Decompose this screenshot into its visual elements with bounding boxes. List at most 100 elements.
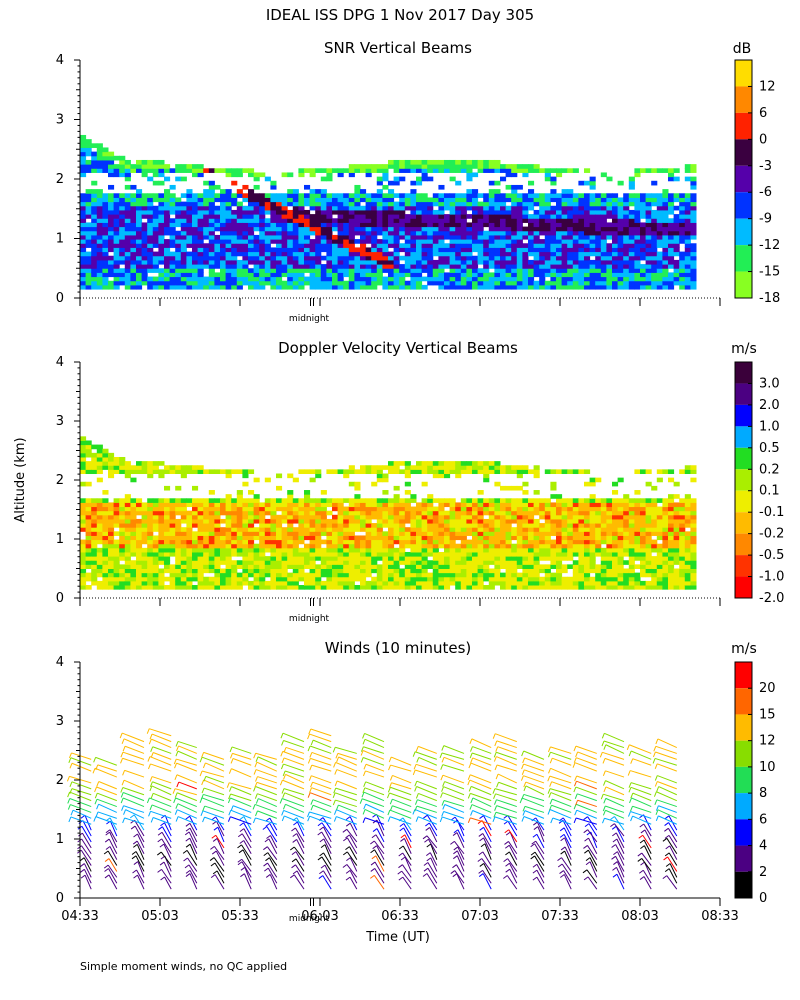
snr-cell bbox=[511, 247, 518, 253]
snr-cell bbox=[136, 272, 143, 278]
snr-cell bbox=[136, 268, 143, 273]
snr-cell bbox=[225, 214, 232, 219]
snr-cell bbox=[203, 205, 210, 211]
velocity-cell bbox=[488, 461, 495, 466]
snr-cell bbox=[225, 234, 232, 240]
velocity-cell bbox=[567, 518, 574, 524]
snr-cell bbox=[533, 222, 540, 228]
snr-cell bbox=[494, 268, 501, 273]
velocity-cell bbox=[113, 539, 120, 545]
snr-cell bbox=[662, 168, 669, 173]
snr-cell bbox=[242, 168, 249, 173]
snr-cell bbox=[550, 247, 557, 253]
snr-cell bbox=[668, 239, 675, 244]
velocity-cell bbox=[388, 556, 395, 561]
snr-cell bbox=[393, 259, 400, 265]
snr-cell bbox=[96, 276, 103, 282]
velocity-cell bbox=[253, 585, 260, 590]
snr-cell bbox=[119, 259, 126, 265]
snr-cell bbox=[242, 243, 249, 248]
velocity-cell bbox=[147, 473, 154, 479]
colorbar-tick-label: -18 bbox=[759, 291, 780, 306]
snr-cell bbox=[623, 284, 630, 290]
snr-cell bbox=[292, 259, 299, 265]
snr-cell bbox=[287, 255, 294, 261]
snr-cell bbox=[242, 247, 249, 253]
velocity-cell bbox=[197, 572, 204, 578]
snr-cell bbox=[511, 243, 518, 248]
velocity-cell bbox=[119, 556, 126, 561]
velocity-cell bbox=[326, 527, 333, 532]
snr-cell bbox=[404, 272, 411, 278]
snr-cell bbox=[225, 259, 232, 265]
velocity-cell bbox=[494, 539, 501, 545]
snr-cell bbox=[528, 268, 535, 273]
velocity-cell bbox=[102, 556, 109, 561]
velocity-cell bbox=[427, 560, 434, 565]
snr-cell bbox=[220, 193, 227, 198]
snr-cell bbox=[231, 222, 238, 228]
snr-cell bbox=[376, 255, 383, 261]
snr-cell bbox=[645, 247, 652, 253]
snr-cell bbox=[466, 214, 473, 219]
velocity-cell bbox=[500, 469, 507, 475]
velocity-cell bbox=[326, 547, 333, 553]
snr-cell bbox=[690, 168, 697, 173]
snr-cell bbox=[589, 230, 596, 236]
velocity-cell bbox=[225, 518, 232, 524]
snr-cell bbox=[281, 264, 288, 269]
snr-cell bbox=[645, 230, 652, 236]
velocity-cell bbox=[264, 510, 271, 516]
velocity-cell bbox=[477, 461, 484, 466]
snr-cell bbox=[259, 268, 266, 273]
velocity-cell bbox=[483, 469, 490, 475]
snr-cell bbox=[119, 234, 126, 240]
snr-cell bbox=[460, 214, 467, 219]
velocity-cell bbox=[511, 510, 518, 516]
snr-cell bbox=[175, 247, 182, 253]
velocity-cell bbox=[147, 535, 154, 541]
velocity-cell bbox=[494, 572, 501, 578]
velocity-cell bbox=[102, 461, 109, 466]
snr-cell bbox=[617, 205, 624, 211]
velocity-cell bbox=[550, 485, 557, 491]
snr-cell bbox=[91, 259, 98, 265]
snr-cell bbox=[231, 264, 238, 269]
velocity-cell bbox=[539, 531, 546, 536]
snr-cell bbox=[410, 168, 417, 173]
velocity-cell bbox=[382, 518, 389, 524]
snr-cell bbox=[640, 168, 647, 173]
velocity-cell bbox=[438, 543, 445, 549]
snr-cell bbox=[432, 214, 439, 219]
snr-cell bbox=[561, 168, 568, 173]
snr-cell bbox=[612, 193, 619, 198]
snr-cell bbox=[141, 164, 148, 169]
snr-cell bbox=[214, 209, 221, 215]
velocity-cell bbox=[180, 514, 187, 520]
velocity-cell bbox=[528, 523, 535, 528]
snr-cell bbox=[320, 272, 327, 278]
snr-cell bbox=[634, 239, 641, 244]
snr-cell bbox=[326, 264, 333, 269]
snr-cell bbox=[640, 284, 647, 290]
snr-cell bbox=[164, 214, 171, 219]
velocity-cell bbox=[472, 527, 479, 532]
snr-cell bbox=[444, 280, 451, 286]
snr-cell bbox=[332, 218, 339, 223]
velocity-cell bbox=[236, 560, 243, 565]
velocity-cell bbox=[326, 543, 333, 549]
velocity-cell bbox=[477, 580, 484, 586]
snr-cell bbox=[578, 284, 585, 290]
velocity-cell bbox=[287, 510, 294, 516]
snr-cell bbox=[656, 272, 663, 278]
velocity-cell bbox=[113, 585, 120, 590]
snr-cell bbox=[236, 251, 243, 257]
snr-cell bbox=[371, 209, 378, 215]
snr-cell bbox=[651, 276, 658, 282]
velocity-cell bbox=[108, 547, 115, 553]
velocity-cell bbox=[472, 568, 479, 574]
velocity-cell bbox=[236, 518, 243, 524]
velocity-cell bbox=[113, 547, 120, 553]
snr-cell bbox=[483, 201, 490, 207]
velocity-cell bbox=[376, 506, 383, 512]
